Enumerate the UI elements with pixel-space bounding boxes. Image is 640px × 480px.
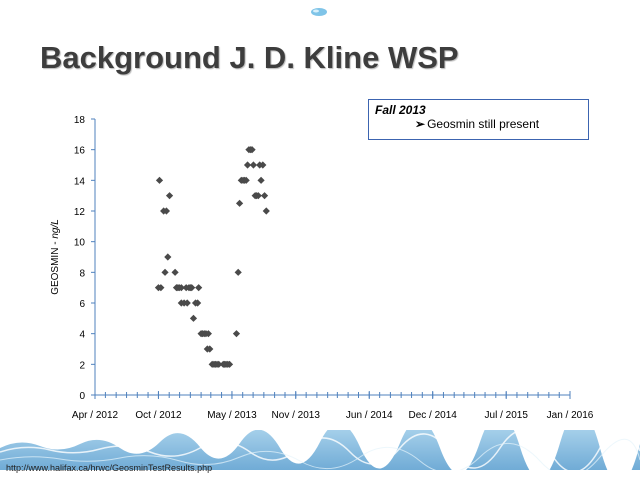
y-tick-label: 10 <box>74 238 86 249</box>
data-point <box>194 299 202 307</box>
data-point <box>232 330 241 338</box>
arrow-bullet-icon: ➢ <box>415 117 426 131</box>
data-point <box>162 207 171 215</box>
data-point <box>164 253 172 261</box>
data-point <box>188 284 196 292</box>
data-point <box>254 192 262 200</box>
y-tick-label: 6 <box>79 299 85 310</box>
x-tick-label: Jun / 2014 <box>346 410 393 421</box>
water-drop-logo-icon <box>311 8 327 16</box>
data-point <box>155 176 164 184</box>
data-point <box>215 360 223 368</box>
y-tick-label: 0 <box>79 391 85 402</box>
data-point <box>242 176 250 184</box>
y-tick-label: 14 <box>74 176 86 187</box>
callout-bullet-text: Geosmin still present <box>427 117 540 131</box>
x-tick-label: Jan / 2016 <box>547 410 594 421</box>
data-point <box>234 268 242 276</box>
data-point <box>243 161 252 169</box>
data-point <box>225 360 234 368</box>
geosmin-scatter-chart: 0 2 4 6 8 10 12 14 16 18 Apr / 2012 Oct / 2012 May /… <box>50 115 594 421</box>
x-tick-label: Nov / 2013 <box>272 410 321 421</box>
y-tick-label: 16 <box>74 146 86 157</box>
y-tick-label: 12 <box>74 207 86 218</box>
callout-title: Fall 2013 <box>375 103 426 117</box>
x-tick-label: Oct / 2012 <box>135 410 182 421</box>
data-point <box>260 192 269 200</box>
x-tick-label: Apr / 2012 <box>72 410 119 421</box>
y-tick-label: 4 <box>79 330 85 341</box>
x-tick-label: Dec / 2014 <box>409 410 458 421</box>
data-point <box>161 268 169 276</box>
data-point <box>177 284 185 292</box>
data-point <box>259 161 267 169</box>
y-axis-label-prefix: GEOSMIN - <box>50 239 61 295</box>
callout-bullet: ➢ Geosmin still present <box>375 117 582 131</box>
fall-2013-callout: Fall 2013 ➢ Geosmin still present <box>368 99 589 140</box>
data-point <box>248 146 256 154</box>
data-point <box>235 199 244 207</box>
source-url: http://www.halifax.ca/hrwc/GeosminTestRe… <box>6 463 213 473</box>
data-point <box>195 284 203 292</box>
data-point <box>183 299 191 307</box>
data-point <box>262 207 270 215</box>
data-point <box>257 176 265 184</box>
slide-title: Background J. D. Kline WSP <box>40 40 459 75</box>
data-point <box>165 192 174 200</box>
data-point <box>189 314 198 322</box>
y-axis-label-unit: ng/L <box>50 219 61 238</box>
data-point <box>206 345 214 353</box>
y-axis-label: GEOSMIN - ng/L <box>50 219 61 295</box>
y-tick-label: 8 <box>79 268 85 279</box>
data-point <box>249 161 258 169</box>
y-tick-label: 18 <box>74 115 86 126</box>
data-point <box>204 330 212 338</box>
water-waves-footer <box>0 430 640 470</box>
y-tick-label: 2 <box>79 360 85 371</box>
x-tick-label: May / 2013 <box>207 410 257 421</box>
x-tick-label: Jul / 2015 <box>485 410 529 421</box>
data-point <box>171 268 179 276</box>
data-point <box>157 284 165 292</box>
